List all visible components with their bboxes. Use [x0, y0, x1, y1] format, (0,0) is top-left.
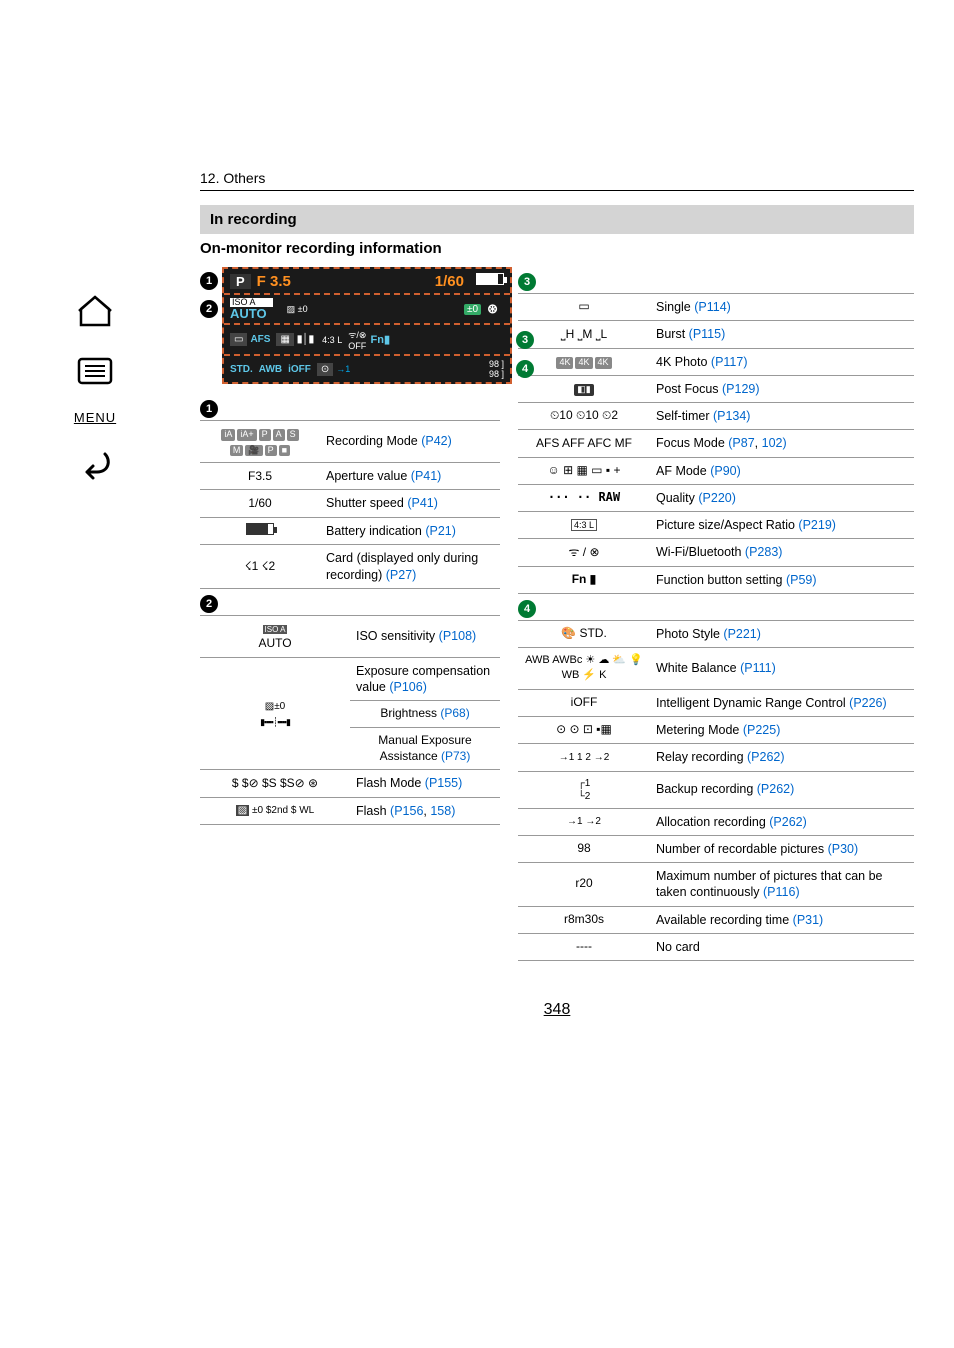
table-row: ▨ ±0 $2nd $ WLFlash (P156, 158)	[200, 797, 500, 824]
table-group-3: ▭Single (P114) ⎵H ⎵M ⎵LBurst (P115) 4K4K…	[518, 293, 914, 594]
marker-1: 1	[200, 272, 218, 290]
focus-mode-icon: AFS AFF AFC MF	[518, 430, 650, 457]
table-row: ◧▮Post Focus (P129)	[518, 375, 914, 402]
battery-icon	[200, 517, 320, 545]
fn-icon: Fn ▮	[518, 566, 650, 593]
table-group-2: ISO AAUTOISO sensitivity (P108) ▨±0▮▪▪▪▪…	[200, 615, 500, 825]
table-row: AFS AFF AFC MFFocus Mode (P87, 102)	[518, 430, 914, 457]
burst-icon: ⎵H ⎵M ⎵L	[518, 321, 650, 348]
table-row: F3.5Aperture value (P41)	[200, 463, 500, 490]
4k-icon: 4K4K4K	[518, 348, 650, 375]
page-number: 348	[200, 1001, 914, 1019]
table-row: ┌1└2Backup recording (P262)	[518, 771, 914, 808]
flash-mode-icon: $ $⊘ $S $S⊘ ⊛	[200, 770, 350, 797]
section-1-marker: 1	[200, 400, 218, 418]
table-group-4: 🎨 STD.Photo Style (P221) AWB AWBc ☀ ☁ ⛅ …	[518, 620, 914, 961]
table-row: ☇1 ☇2Card (displayed only during recordi…	[200, 545, 500, 589]
section-title: In recording	[200, 205, 914, 234]
wifi-bt-icon: ᯤ / ⊗	[518, 539, 650, 566]
table-row: $ $⊘ $S $S⊘ ⊛Flash Mode (P155)	[200, 770, 500, 797]
iso-icon: ISO AAUTO	[200, 615, 350, 657]
single-icon: ▭	[518, 294, 650, 321]
table-row: 98Number of recordable pictures (P30)	[518, 835, 914, 862]
table-row: ▨±0▮▪▪▪▪┊▪▪▪▪▮Exposure compensation valu…	[200, 657, 500, 701]
back-icon[interactable]	[72, 443, 118, 485]
home-icon[interactable]	[72, 290, 118, 332]
af-mode-icon: ☺ ⊞ ▦ ▭ ▪ +	[518, 457, 650, 484]
table-row: ▭Single (P114)	[518, 294, 914, 321]
relay-icon: →1 1 2 →2	[518, 744, 650, 771]
table-row: ISO AAUTOISO sensitivity (P108)	[200, 615, 500, 657]
table-row: r20Maximum number of pictures that can b…	[518, 863, 914, 907]
table-row: AWB AWBc ☀ ☁ ⛅ 💡 WB ⚡ KWhite Balance (P1…	[518, 648, 914, 690]
metering-icon: ⊙ ⊙ ⊡ ▪▦	[518, 717, 650, 744]
list-icon[interactable]	[72, 350, 118, 392]
card-icon: ☇1 ☇2	[200, 545, 320, 589]
table-row: r8m30sAvailable recording time (P31)	[518, 906, 914, 933]
table-row: ⏲10 ⏲10 ⏲2Self-timer (P134)	[518, 403, 914, 430]
menu-label[interactable]: MENU	[74, 410, 116, 425]
table-row: ----No card	[518, 933, 914, 960]
self-timer-icon: ⏲10 ⏲10 ⏲2	[518, 403, 650, 430]
table-row: ⎵H ⎵M ⎵LBurst (P115)	[518, 321, 914, 348]
table-group-1: iAiA+PASM🎥P■Recording Mode (P42) F3.5Ape…	[200, 420, 500, 589]
post-focus-icon: ◧▮	[518, 375, 650, 402]
backup-icon: ┌1└2	[518, 771, 650, 808]
monitor-diagram: 1 P F 3.5 1/60 2 ISO A AUTO	[222, 267, 512, 384]
wb-icon: AWB AWBc ☀ ☁ ⛅ 💡 WB ⚡ K	[518, 648, 650, 690]
table-row: →1 1 2 →2Relay recording (P262)	[518, 744, 914, 771]
rec-mode-icon: iAiA+PASM🎥P■	[200, 421, 320, 463]
marker-3: 3	[516, 331, 534, 349]
table-row: ··· ·· RAWQuality (P220)	[518, 484, 914, 511]
ev-scale-icon: ▨±0▮▪▪▪▪┊▪▪▪▪▮	[200, 657, 350, 769]
table-row: iOFFIntelligent Dynamic Range Control (P…	[518, 689, 914, 716]
table-row: 4K4K4K4K Photo (P117)	[518, 348, 914, 375]
photo-style-icon: 🎨 STD.	[518, 620, 650, 647]
section-3-marker: 3	[518, 273, 536, 291]
flash-set-icon: ▨ ±0 $2nd $ WL	[200, 797, 350, 824]
idr-icon: iOFF	[518, 689, 650, 716]
table-row: ☺ ⊞ ▦ ▭ ▪ +AF Mode (P90)	[518, 457, 914, 484]
table-row: 🎨 STD.Photo Style (P221)	[518, 620, 914, 647]
table-row: iAiA+PASM🎥P■Recording Mode (P42)	[200, 421, 500, 463]
pic-size-icon: 4:3 L	[518, 512, 650, 539]
allocation-icon: →1 →2	[518, 808, 650, 835]
subsection-title: On-monitor recording information	[200, 240, 914, 257]
table-row: ᯤ / ⊗Wi-Fi/Bluetooth (P283)	[518, 539, 914, 566]
table-row: →1 →2Allocation recording (P262)	[518, 808, 914, 835]
table-row: Battery indication (P21)	[200, 517, 500, 545]
table-row: Fn ▮Function button setting (P59)	[518, 566, 914, 593]
chapter-title: 12. Others	[200, 170, 914, 191]
marker-2: 2	[200, 300, 218, 318]
section-2-marker: 2	[200, 595, 218, 613]
table-row: 1/60Shutter speed (P41)	[200, 490, 500, 517]
marker-4: 4	[516, 360, 534, 378]
section-4-marker: 4	[518, 600, 536, 618]
table-row: ⊙ ⊙ ⊡ ▪▦Metering Mode (P225)	[518, 717, 914, 744]
quality-icon: ··· ·· RAW	[518, 484, 650, 511]
table-row: 4:3 LPicture size/Aspect Ratio (P219)	[518, 512, 914, 539]
